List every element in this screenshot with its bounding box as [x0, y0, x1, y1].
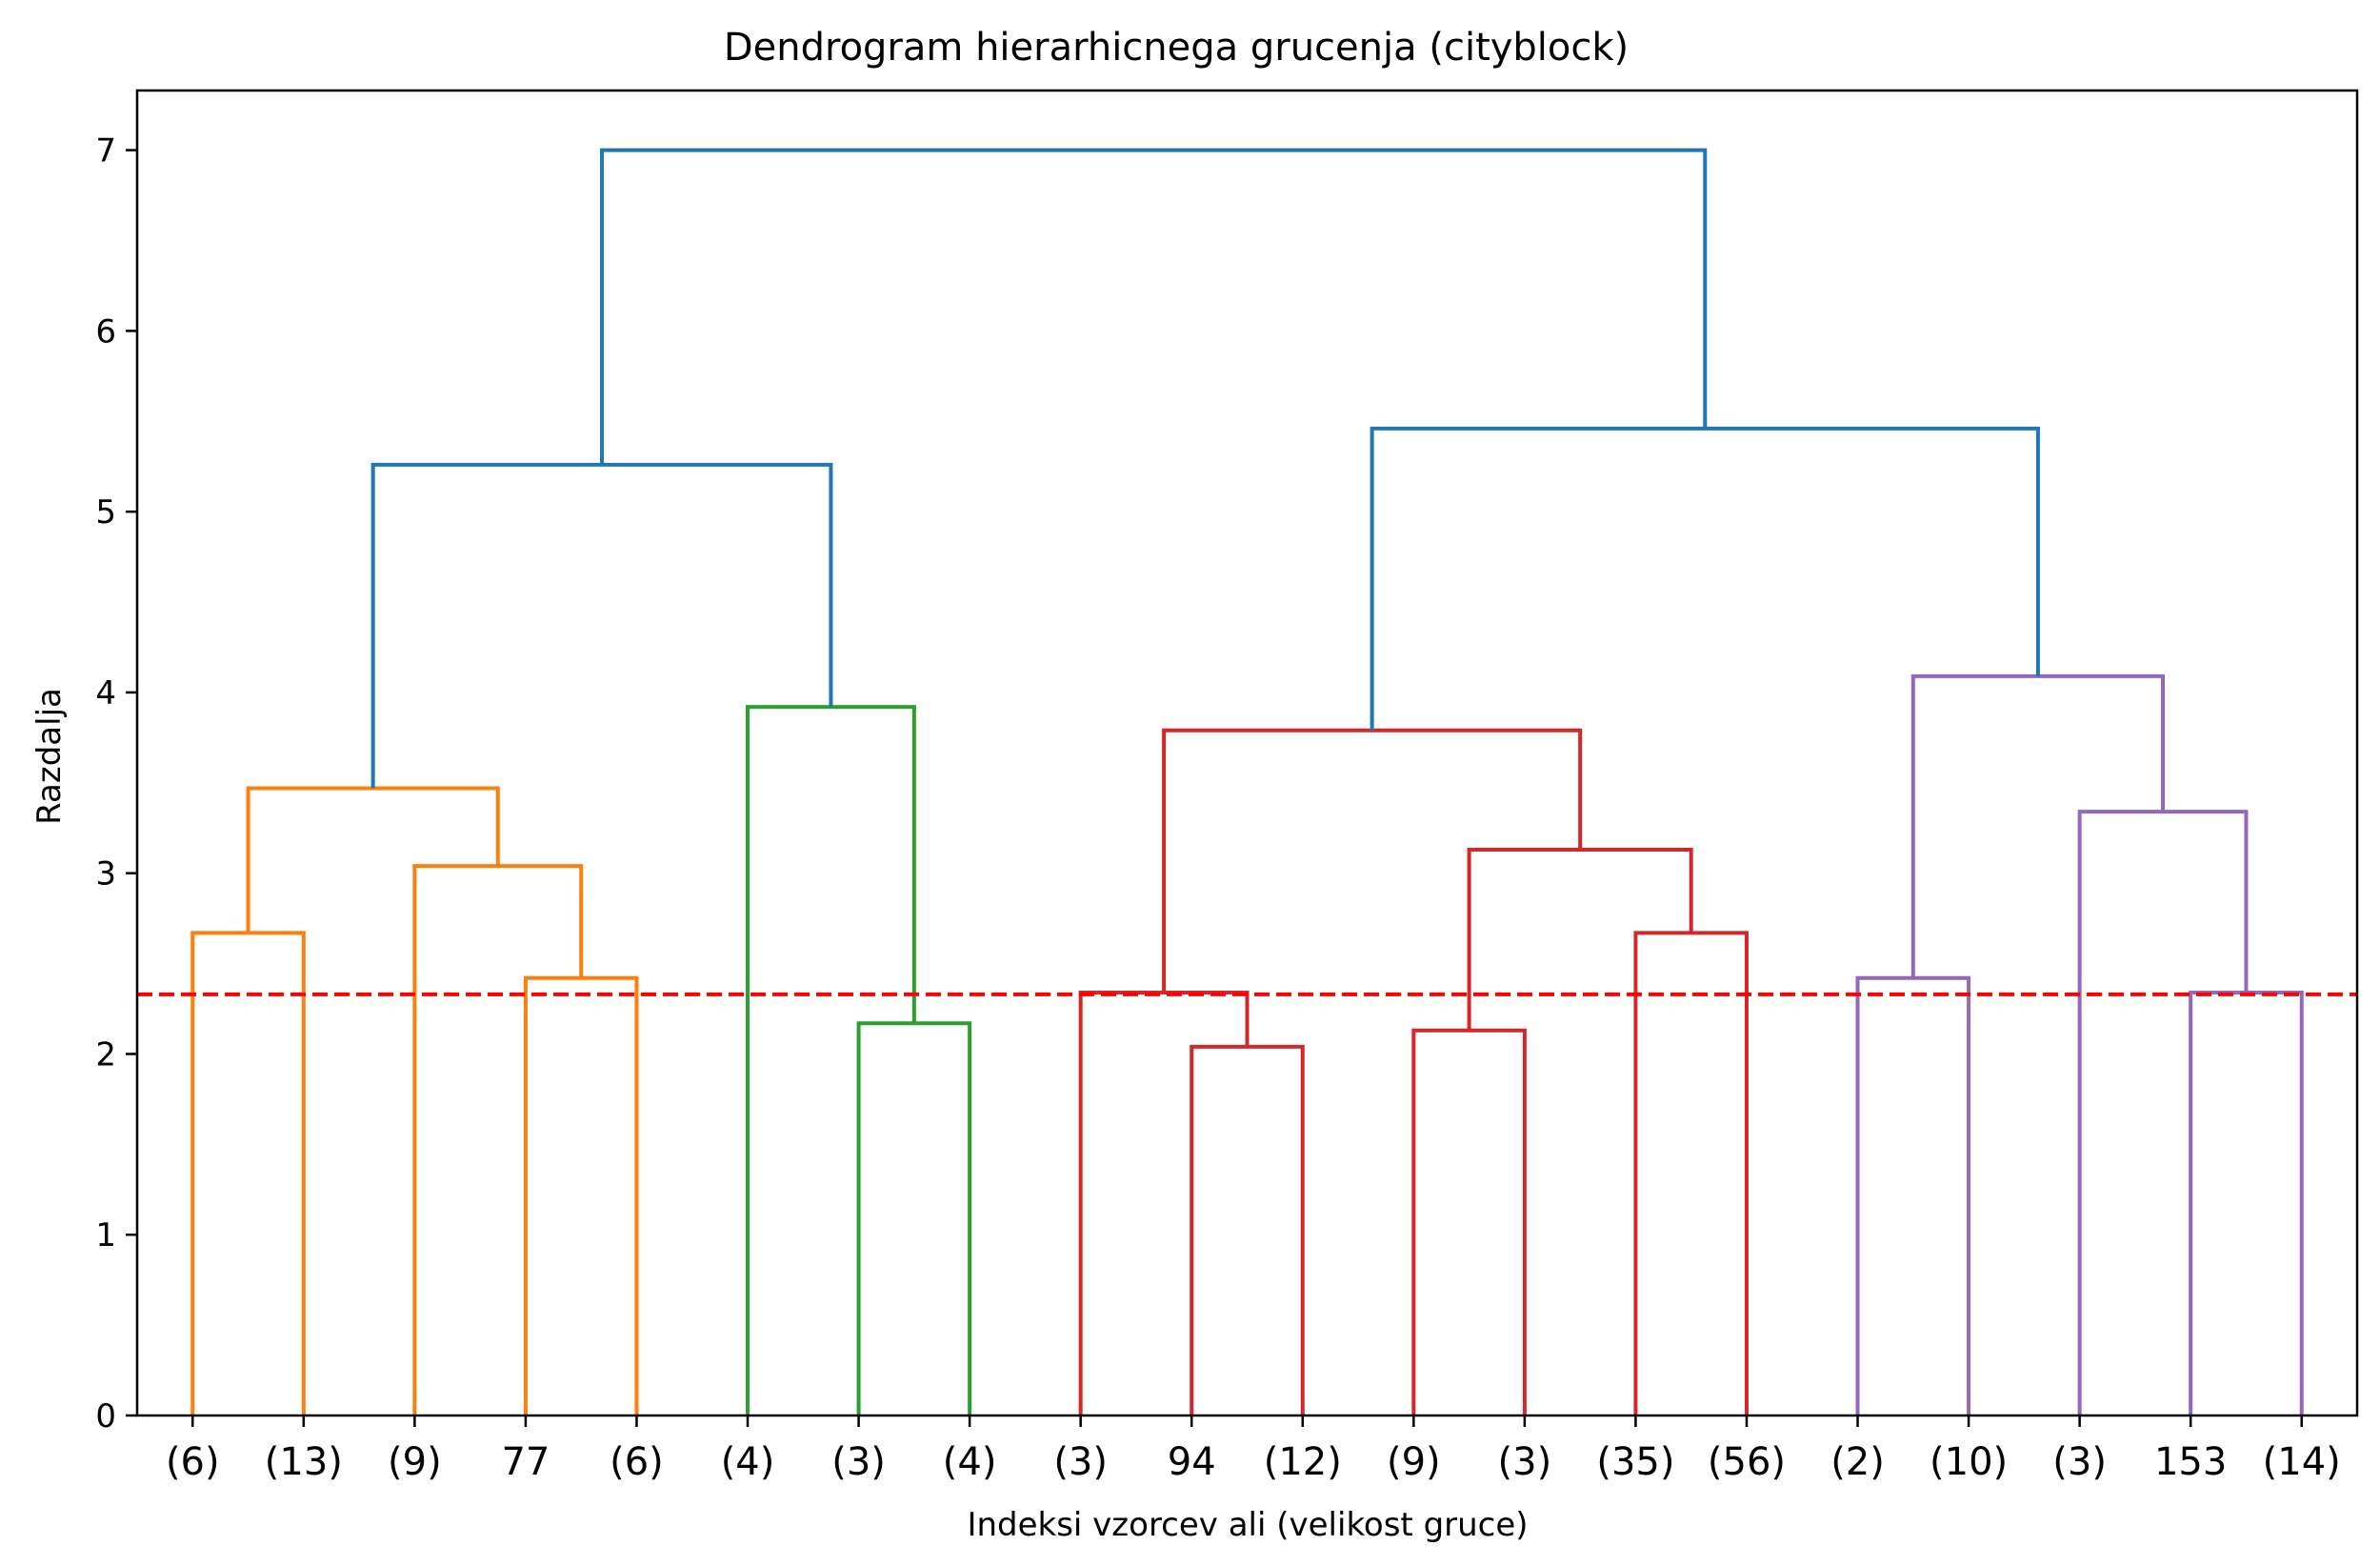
leaf-label: (3) [831, 1440, 886, 1484]
dendrogram-link-18 [600, 148, 1708, 465]
leaf-label: (14) [2263, 1440, 2341, 1484]
leaf-label: (9) [1387, 1440, 1441, 1484]
leaf-label: (35) [1596, 1440, 1674, 1484]
dendrogram-link-8 [1078, 990, 1250, 1415]
leaf-label: (9) [388, 1440, 442, 1484]
dendrogram-link-15 [2077, 810, 2249, 1415]
y-axis-ticks: 0 1 2 3 4 5 6 7 [95, 132, 137, 1436]
dendrogram-link-7 [1190, 1044, 1305, 1415]
y-tick-label: 3 [95, 855, 116, 893]
y-tick-label: 1 [95, 1216, 116, 1255]
y-axis-label: Razdalja [30, 688, 69, 825]
dendrogram-link-11 [1467, 848, 1693, 1031]
chart-title: Dendrogram hierarhicnega grucenja (cityb… [724, 26, 1629, 70]
leaf-label: (56) [1708, 1440, 1786, 1484]
leaf-label: (4) [943, 1440, 997, 1484]
plot-frame [135, 89, 2359, 1417]
leaf-label: (6) [166, 1440, 220, 1484]
y-tick-label: 5 [95, 493, 116, 532]
leaf-label: (2) [1830, 1440, 1885, 1484]
dendrogram-link-1 [523, 975, 639, 1415]
dendrogram-link-2 [412, 864, 584, 1415]
leaf-label: (6) [610, 1440, 664, 1484]
leaf-label: (3) [2052, 1440, 2107, 1484]
leaf-label: (3) [1498, 1440, 1552, 1484]
dendrogram-link-14 [2189, 990, 2304, 1415]
leaf-label: (12) [1264, 1440, 1342, 1484]
dendrogram-links [190, 148, 2304, 1415]
y-tick-label: 0 [95, 1397, 116, 1436]
dendrogram-link-6 [370, 462, 833, 789]
dendrogram-link-12 [1162, 728, 1583, 993]
dendrogram-link-13 [1855, 975, 1971, 1415]
dendrogram-link-17 [1370, 426, 2040, 731]
leaf-label: (13) [265, 1440, 343, 1484]
y-tick-label: 2 [95, 1035, 116, 1074]
y-tick-label: 4 [95, 674, 116, 713]
dendrogram-link-10 [1633, 931, 1749, 1415]
y-tick-label: 7 [95, 132, 116, 171]
x-axis-label: Indeksi vzorcev ali (velikost gruce) [967, 1506, 1528, 1544]
dendrogram-link-3 [246, 786, 500, 934]
y-tick-label: 6 [95, 312, 116, 351]
dendrogram-link-5 [746, 705, 916, 1415]
leaf-label: 153 [2154, 1440, 2227, 1484]
dendrogram-link-4 [856, 1021, 972, 1415]
dendrogram-link-9 [1411, 1028, 1527, 1415]
x-axis-ticks: (6) (13) (9) 77 (6) (4) (3) (4) (3) 94 (12) (9) (3) (… [166, 1415, 2341, 1484]
dendrogram-link-16 [1910, 673, 2166, 978]
leaf-label: 94 [1168, 1440, 1216, 1484]
leaf-label: (10) [1930, 1440, 2008, 1484]
leaf-label: (4) [721, 1440, 775, 1484]
leaf-label: (3) [1053, 1440, 1108, 1484]
leaf-label: 77 [501, 1440, 550, 1484]
dendrogram-link-0 [190, 931, 306, 1415]
